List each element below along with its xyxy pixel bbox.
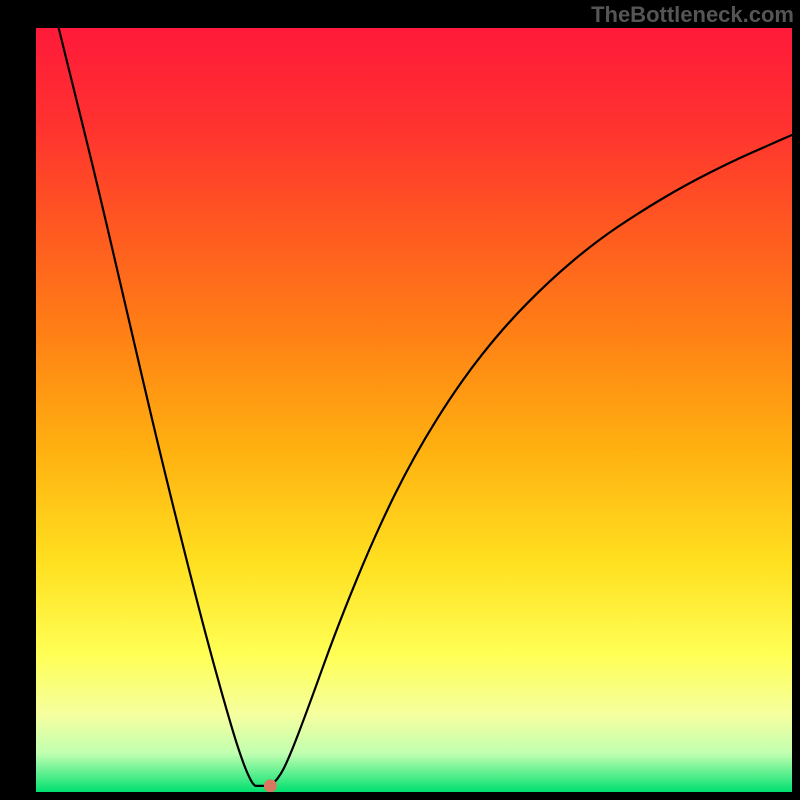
chart-frame: TheBottleneck.com	[0, 0, 800, 800]
optimum-marker	[264, 779, 277, 792]
plot-area	[36, 28, 792, 792]
watermark-text: TheBottleneck.com	[591, 2, 794, 28]
chart-svg	[36, 28, 792, 792]
